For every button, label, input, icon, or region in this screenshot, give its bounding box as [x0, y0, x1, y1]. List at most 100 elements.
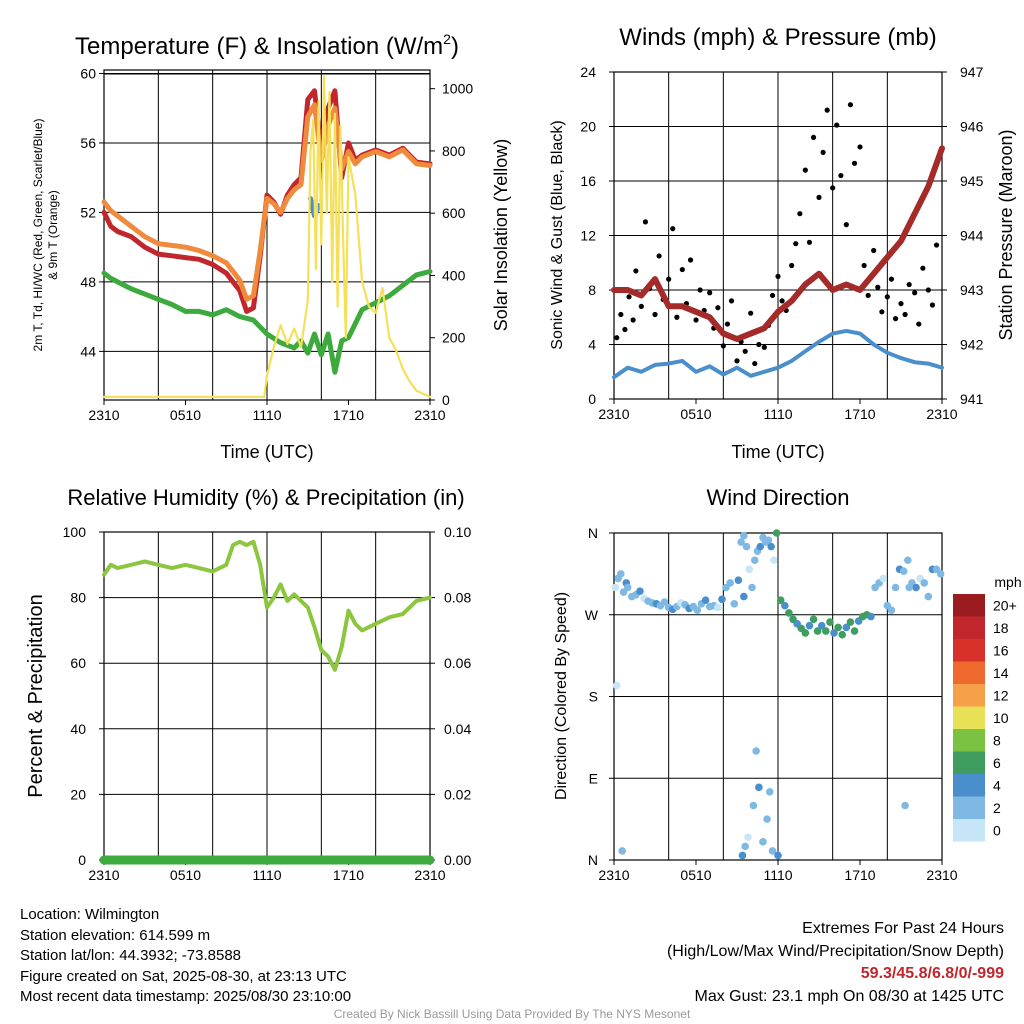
dir-ytick-label: E [589, 770, 598, 786]
dir-point [767, 542, 775, 551]
temp-series-9m-t [101, 102, 433, 302]
wind-gust-point [756, 341, 762, 348]
dir-point [830, 629, 838, 637]
wind-ytick-label: 4 [588, 337, 596, 353]
temp-xtick-label: 1710 [333, 407, 364, 423]
rh-xtick-label: 1710 [333, 867, 364, 883]
wind-ytick-label: 16 [580, 173, 596, 189]
wind-gust-point [916, 321, 922, 327]
dir-point [801, 629, 810, 637]
colorbar-label: 6 [993, 755, 1001, 771]
dir-point [768, 847, 777, 855]
wind-gust-point [857, 144, 863, 150]
dir-point [612, 681, 621, 690]
wind-xtick-label: 2310 [598, 406, 629, 422]
rh-ytick-label: 60 [70, 655, 86, 671]
dir-point [817, 621, 826, 630]
wind-gust-point [707, 290, 713, 296]
dir-yaxis-label: Direction (Colored By Speed) [553, 592, 570, 800]
wind-xtick-label: 1110 [763, 406, 792, 422]
dir-ytick-label: N [588, 525, 598, 541]
dir-point [781, 601, 789, 610]
extremes-values: 59.3/45.8/6.8/0/-999 [860, 965, 1004, 982]
wind-ytick-right-label: 943 [960, 282, 984, 298]
wind-xtick-label: 0510 [680, 406, 711, 422]
rh-ytick-label: 80 [70, 590, 86, 606]
temp-yaxis-right-label: Solar Insolation (Yellow) [491, 139, 511, 331]
wind-gust-point [728, 298, 735, 304]
temp-chart-title: Temperature (F) & Insolation (W/m2) [75, 31, 459, 60]
colorbar-swatch [953, 661, 985, 684]
rh-ytick-label: 20 [70, 786, 86, 802]
dir-point [745, 565, 754, 574]
rh-xtick-label: 0510 [170, 867, 201, 883]
wind-series-station-pressure [611, 145, 945, 342]
temp-series-td [101, 269, 433, 375]
dir-point [741, 842, 749, 851]
rh-xtick-label: 2310 [414, 867, 445, 883]
wind-gust-point [752, 360, 758, 367]
temp-ytick-label: 48 [80, 274, 96, 290]
dir-point [867, 612, 875, 621]
colorbar-swatch [953, 616, 985, 639]
wind-ytick-right-label: 942 [960, 337, 984, 353]
colorbar-swatch [953, 684, 985, 707]
colorbar-label: 8 [993, 732, 1001, 748]
dir-point [770, 556, 778, 565]
wind-gust-point [906, 281, 912, 288]
dir-ytick-label: N [588, 852, 598, 868]
colorbar-label: 20+ [993, 597, 1017, 613]
elevation-text: Station elevation: 614.599 m [20, 926, 211, 944]
dir-point [623, 583, 632, 592]
extremes-subtitle: (High/Low/Max Wind/Precipitation/Snow De… [666, 942, 1004, 960]
dir-point [905, 583, 913, 592]
dir-point [737, 538, 745, 546]
wind-gust-point [861, 262, 867, 269]
rh-ytick-label: 100 [63, 524, 87, 540]
rh-ytick-right-label: 0.00 [444, 852, 471, 868]
wind-gust-point [847, 102, 854, 108]
wind-gust-point [789, 262, 795, 269]
wind-gust-point [630, 317, 636, 323]
dir-point [730, 600, 739, 608]
wind-gust-point [742, 348, 748, 354]
wind-gust-point [797, 211, 803, 217]
credit-footer: Created By Nick Bassill Using Data Provi… [333, 1007, 691, 1021]
wind-ytick-right-label: 946 [960, 119, 984, 135]
dir-point [742, 542, 751, 551]
wind-gust-point [761, 344, 767, 350]
temp-ytick-label: 60 [80, 65, 96, 81]
dir-point [611, 583, 620, 592]
dir-point [826, 618, 834, 626]
location-text: Location: Wilmington [20, 906, 160, 923]
dir-point [750, 556, 759, 565]
dir-point [718, 595, 726, 604]
wind-gust-point [843, 222, 849, 228]
temp-yaxis-label-1: 2m T, Td, HI/WC (Red, Green, Scarlet/Blu… [31, 119, 45, 352]
temp-xtick-label: 0510 [170, 407, 201, 423]
wind-gust-point [838, 172, 844, 179]
wind-gust-point [851, 160, 858, 166]
wind-gust-point [693, 317, 699, 323]
colorbar-label: 12 [993, 687, 1009, 703]
temp-ytick-right-label: 600 [442, 205, 466, 221]
wind-ytick-label: 24 [580, 64, 596, 80]
wind-gust-point [806, 239, 813, 245]
extremes-panel: Extremes For Past 24 Hours (High/Low/Max… [667, 918, 1004, 1008]
wind-gust-point [925, 287, 931, 293]
wind-gust-point [820, 149, 826, 155]
wind-gust-point [902, 311, 908, 318]
rh-ytick-right-label: 0.06 [444, 655, 471, 671]
wind-gust-point [626, 294, 632, 300]
colorbar-label: 4 [993, 777, 1001, 793]
wind-gust-point [892, 316, 899, 322]
colorbar-swatch [953, 729, 985, 752]
dir-point [834, 623, 842, 632]
wind-gust-point [816, 194, 822, 200]
wind-gust-point [622, 326, 628, 333]
wind-gust-point [670, 226, 676, 232]
temp-ytick-label: 56 [80, 135, 96, 151]
dir-point [759, 838, 767, 846]
wind-gust-point [638, 303, 644, 309]
wind-gust-point [715, 305, 721, 311]
